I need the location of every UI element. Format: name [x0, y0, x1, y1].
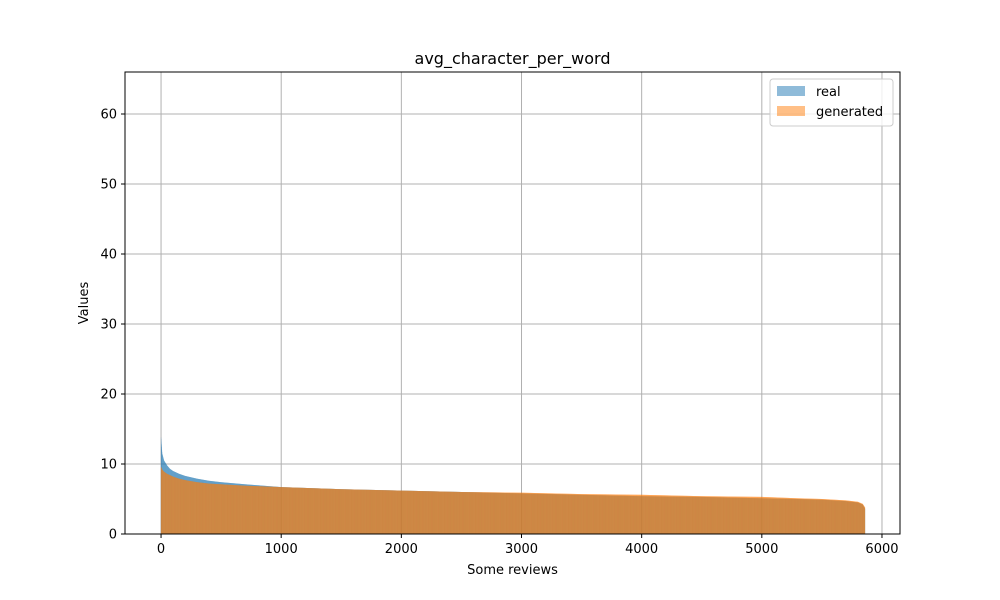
bars — [160, 437, 866, 534]
